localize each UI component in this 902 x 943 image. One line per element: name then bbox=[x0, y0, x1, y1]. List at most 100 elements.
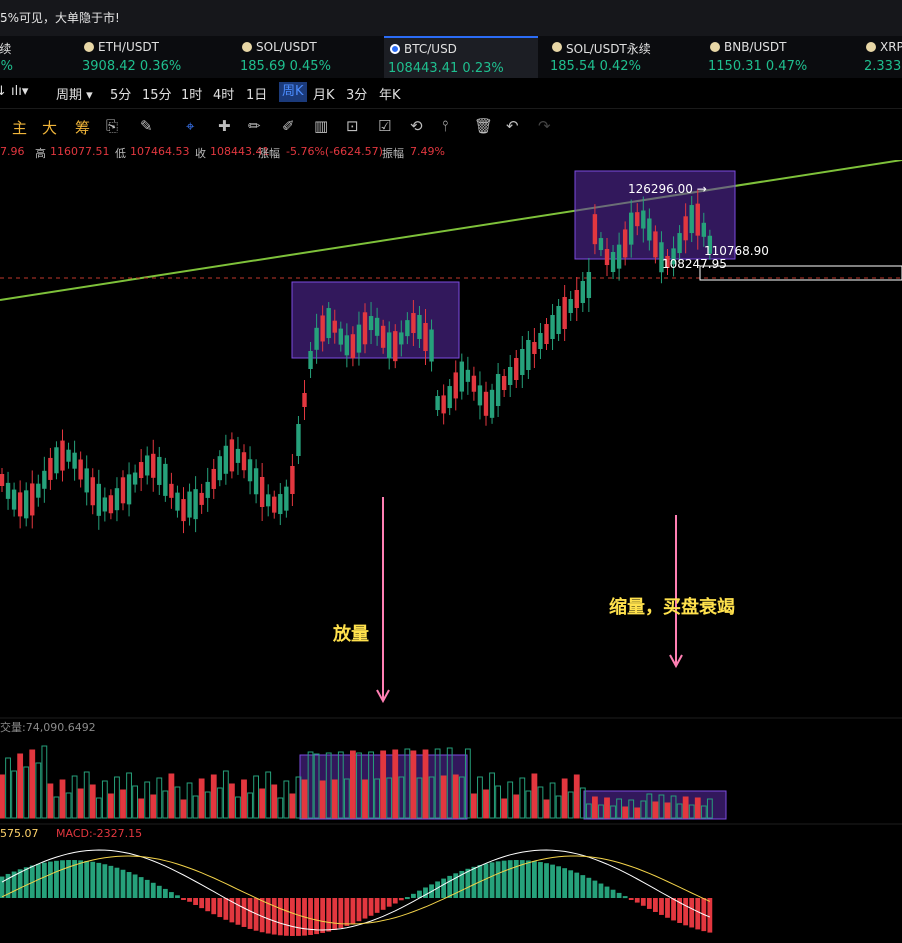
volume-bar bbox=[434, 748, 441, 819]
interval-5[interactable]: 周K bbox=[279, 82, 307, 102]
candle-body bbox=[60, 440, 65, 471]
ticker-2[interactable]: SOL/USDT 185.69 0.45% bbox=[236, 36, 386, 78]
volume-bar bbox=[77, 788, 84, 819]
volume-bar bbox=[531, 773, 538, 819]
candle-body bbox=[163, 463, 168, 496]
interval-6[interactable]: 月K bbox=[313, 88, 335, 103]
candle-body bbox=[284, 486, 289, 511]
volume-bar bbox=[688, 804, 695, 819]
candle-body bbox=[132, 472, 138, 485]
macd-histogram-bar bbox=[265, 898, 271, 934]
candle-body bbox=[199, 492, 204, 505]
macd-histogram-bar bbox=[586, 877, 592, 898]
interval-1[interactable]: 15分 bbox=[142, 88, 172, 103]
magnet-icon[interactable]: ⟲ bbox=[410, 117, 423, 135]
candle-body bbox=[689, 205, 694, 234]
volume-bar bbox=[289, 793, 296, 819]
candle-body bbox=[362, 312, 368, 345]
ticker-name: SOL/USDT bbox=[256, 40, 317, 54]
undo-icon[interactable]: ↶ bbox=[506, 117, 519, 135]
volume-bar bbox=[101, 780, 108, 819]
chart-type-icon[interactable]: ↓ ılı▾ bbox=[0, 84, 29, 99]
macd-histogram-bar bbox=[604, 886, 610, 898]
macd-histogram-bar bbox=[108, 865, 114, 898]
trash-icon[interactable]: 🗑 bbox=[474, 117, 494, 135]
edit-icon[interactable]: ☑ bbox=[378, 117, 392, 135]
period-dropdown[interactable]: 周期 ▾ bbox=[56, 88, 93, 103]
volume-bar bbox=[271, 784, 278, 819]
draw-icon[interactable]: ✎ bbox=[140, 117, 153, 135]
macd-histogram-bar bbox=[513, 860, 519, 898]
candle-body bbox=[272, 496, 277, 513]
coin-icon bbox=[552, 42, 562, 52]
redo-icon[interactable]: ↷ bbox=[538, 117, 551, 135]
volume-bar bbox=[241, 779, 247, 819]
candle-body bbox=[526, 340, 531, 370]
candle-body bbox=[157, 456, 162, 485]
candle-body bbox=[568, 299, 573, 313]
ticker-1[interactable]: ETH/USDT 3908.42 0.36% bbox=[78, 36, 228, 78]
macd-histogram-bar bbox=[205, 898, 211, 912]
candle-body bbox=[574, 290, 579, 308]
macd-histogram-bar bbox=[616, 892, 622, 898]
change-label: 涨幅 bbox=[258, 147, 280, 160]
ticker-5[interactable]: BNB/USDT 1150.31 0.47% bbox=[704, 36, 854, 78]
volume-bar bbox=[95, 797, 102, 819]
arrow-left-head bbox=[376, 689, 390, 704]
volume-bar bbox=[501, 798, 508, 819]
candle-body bbox=[423, 323, 428, 352]
indicator-icon[interactable]: ⎘ bbox=[106, 117, 119, 135]
candle-icon[interactable]: ▥ bbox=[314, 117, 329, 135]
volume-bar bbox=[664, 802, 671, 819]
macd-histogram-bar bbox=[102, 864, 108, 898]
tool-label-1[interactable]: 大 bbox=[42, 119, 58, 137]
candle-body bbox=[181, 499, 186, 522]
filter-icon[interactable]: ⫯ bbox=[442, 117, 449, 135]
candle-body bbox=[42, 470, 47, 489]
volume-bar bbox=[126, 772, 132, 819]
volume-bar bbox=[277, 797, 284, 819]
candle-body bbox=[562, 297, 567, 329]
tool-label-2[interactable]: 筹 bbox=[75, 119, 91, 137]
interval-0[interactable]: 5分 bbox=[110, 88, 132, 103]
volume-bar bbox=[380, 750, 387, 819]
macd-histogram-bar bbox=[441, 878, 447, 898]
volume-bar bbox=[150, 794, 157, 819]
ticker-name: T永续 bbox=[0, 42, 12, 56]
volume-bar bbox=[23, 766, 30, 819]
candle-body bbox=[108, 495, 114, 514]
interval-4[interactable]: 1日 bbox=[246, 88, 268, 103]
volume-bar bbox=[17, 753, 24, 819]
candle-body bbox=[314, 327, 319, 350]
ticker-3[interactable]: BTC/USD 108443.41 0.23% bbox=[384, 36, 538, 78]
brush-icon[interactable]: ✐ bbox=[282, 117, 295, 135]
interval-7[interactable]: 3分 bbox=[346, 88, 368, 103]
volume-bar bbox=[174, 786, 181, 819]
candle-body bbox=[290, 466, 295, 494]
close-value: 108443.41 bbox=[210, 145, 270, 158]
ruler-icon[interactable]: ✏ bbox=[248, 117, 261, 135]
candle-body bbox=[683, 216, 688, 241]
volume-shrink-note: 缩量，买盘衰竭 bbox=[609, 596, 735, 618]
volume-bar bbox=[598, 804, 604, 819]
ticker-0[interactable]: T永续 .24% bbox=[0, 36, 58, 78]
candle-body bbox=[604, 249, 610, 266]
volume-bar bbox=[180, 799, 187, 819]
candle-body bbox=[447, 386, 452, 409]
interval-3[interactable]: 4时 bbox=[213, 88, 235, 103]
ticker-4[interactable]: SOL/USDT永续 185.54 0.42% bbox=[546, 36, 696, 78]
interval-8[interactable]: 年K bbox=[379, 88, 401, 103]
candle-body bbox=[610, 251, 616, 272]
lock-icon[interactable]: ⊡ bbox=[346, 117, 359, 135]
interval-2[interactable]: 1时 bbox=[181, 88, 203, 103]
volume-bar bbox=[325, 752, 332, 819]
cursor-icon[interactable]: ⌖ bbox=[186, 117, 195, 135]
ticker-6[interactable]: XRP 2.3332 bbox=[860, 36, 902, 78]
tool-label-0[interactable]: 主 bbox=[12, 119, 28, 137]
coin-icon bbox=[710, 42, 720, 52]
macd-histogram-bar bbox=[423, 887, 428, 898]
volume-bar bbox=[35, 762, 42, 819]
macd-histogram-bar bbox=[217, 898, 223, 918]
crosshair-icon[interactable]: ✚ bbox=[218, 117, 231, 135]
